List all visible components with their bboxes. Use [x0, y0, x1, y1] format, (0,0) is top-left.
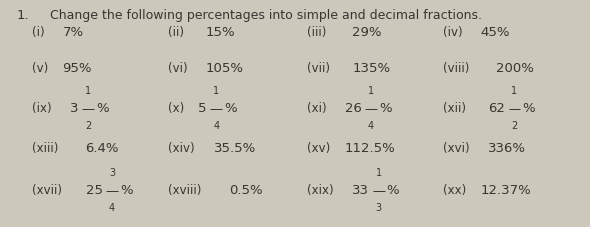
Text: (iii): (iii) — [307, 26, 326, 39]
Text: 3: 3 — [70, 102, 78, 116]
Text: (ix): (ix) — [32, 102, 52, 116]
Text: 1: 1 — [213, 86, 219, 96]
Text: (xiv): (xiv) — [168, 142, 195, 155]
Text: %: % — [386, 184, 399, 197]
Text: %: % — [120, 184, 132, 197]
Text: 35.5%: 35.5% — [214, 142, 256, 155]
Text: 95%: 95% — [63, 62, 92, 75]
Text: (vi): (vi) — [168, 62, 188, 75]
Text: 33: 33 — [352, 184, 369, 197]
Text: 2: 2 — [512, 121, 517, 131]
Text: 29%: 29% — [352, 26, 382, 39]
Text: 4: 4 — [109, 203, 115, 213]
Text: (xviii): (xviii) — [168, 184, 202, 197]
Text: (xix): (xix) — [307, 184, 333, 197]
Text: 25: 25 — [86, 184, 103, 197]
Text: (xiii): (xiii) — [32, 142, 59, 155]
Text: 62: 62 — [488, 102, 505, 116]
Text: 4: 4 — [368, 121, 374, 131]
Text: %: % — [96, 102, 109, 116]
Text: (i): (i) — [32, 26, 45, 39]
Text: (xvi): (xvi) — [442, 142, 469, 155]
Text: %: % — [379, 102, 391, 116]
Text: (vii): (vii) — [307, 62, 330, 75]
Text: 1.: 1. — [17, 9, 29, 22]
Text: (viii): (viii) — [442, 62, 469, 75]
Text: 26: 26 — [345, 102, 362, 116]
Text: 6.4%: 6.4% — [86, 142, 119, 155]
Text: 12.37%: 12.37% — [480, 184, 531, 197]
Text: 105%: 105% — [206, 62, 244, 75]
Text: 0.5%: 0.5% — [229, 184, 263, 197]
Text: %: % — [224, 102, 237, 116]
Text: (xi): (xi) — [307, 102, 326, 116]
Text: (xv): (xv) — [307, 142, 330, 155]
Text: 1: 1 — [85, 86, 91, 96]
Text: 3: 3 — [376, 203, 382, 213]
Text: 135%: 135% — [352, 62, 391, 75]
Text: (xvii): (xvii) — [32, 184, 63, 197]
Text: (xii): (xii) — [442, 102, 466, 116]
Text: 112.5%: 112.5% — [345, 142, 395, 155]
Text: %: % — [522, 102, 535, 116]
Text: 45%: 45% — [480, 26, 510, 39]
Text: (x): (x) — [168, 102, 185, 116]
Text: 15%: 15% — [206, 26, 235, 39]
Text: (v): (v) — [32, 62, 49, 75]
Text: 5: 5 — [198, 102, 206, 116]
Text: 2: 2 — [85, 121, 91, 131]
Text: 7%: 7% — [63, 26, 84, 39]
Text: 336%: 336% — [488, 142, 526, 155]
Text: 1: 1 — [368, 86, 374, 96]
Text: (ii): (ii) — [168, 26, 184, 39]
Text: Change the following percentages into simple and decimal fractions.: Change the following percentages into si… — [50, 9, 482, 22]
Text: 200%: 200% — [496, 62, 533, 75]
Text: (iv): (iv) — [442, 26, 462, 39]
Text: 4: 4 — [213, 121, 219, 131]
Text: 1: 1 — [376, 168, 382, 178]
Text: 1: 1 — [512, 86, 517, 96]
Text: (xx): (xx) — [442, 184, 466, 197]
Text: 3: 3 — [109, 168, 115, 178]
